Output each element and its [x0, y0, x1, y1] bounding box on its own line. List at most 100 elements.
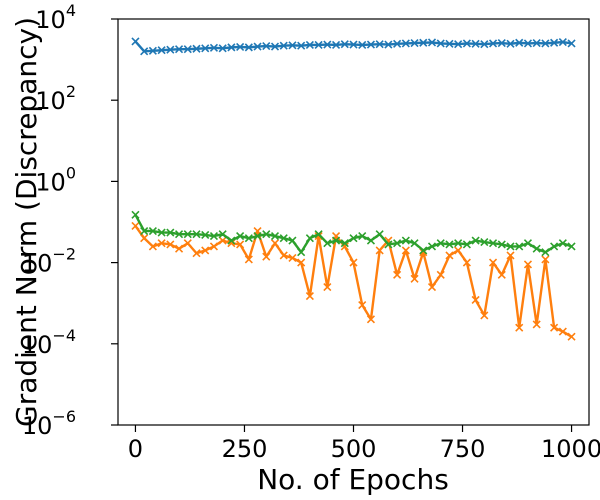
data-point	[462, 240, 471, 249]
data-point	[532, 244, 541, 253]
data-point	[201, 44, 210, 53]
data-point	[340, 40, 349, 49]
data-point	[349, 40, 358, 49]
data-point	[244, 43, 253, 52]
series-3	[131, 210, 576, 257]
data-point	[323, 239, 332, 248]
data-point	[410, 39, 419, 48]
data-point	[515, 323, 524, 332]
data-point	[375, 246, 384, 255]
data-point	[340, 239, 349, 248]
data-point	[305, 291, 314, 301]
data-point	[384, 240, 393, 249]
data-point	[340, 242, 349, 251]
data-point	[454, 246, 463, 255]
data-point	[244, 234, 253, 243]
data-point	[393, 39, 402, 48]
data-point	[515, 38, 524, 47]
data-point	[192, 44, 201, 53]
data-point	[131, 37, 140, 46]
data-point	[550, 38, 559, 47]
data-point	[183, 230, 192, 239]
data-point	[288, 236, 297, 245]
data-point	[288, 253, 297, 263]
data-point	[401, 236, 410, 245]
data-point	[183, 45, 192, 54]
data-point	[140, 234, 149, 243]
data-point	[523, 260, 533, 269]
data-point	[558, 239, 567, 248]
data-point	[358, 300, 367, 310]
data-point	[236, 42, 245, 52]
data-point	[358, 40, 367, 49]
data-point	[480, 238, 489, 247]
data-point	[157, 228, 166, 237]
data-point	[523, 239, 533, 248]
data-point	[480, 311, 489, 320]
x-tick-label: 750	[440, 435, 486, 463]
x-tick-label: 500	[331, 435, 377, 463]
data-point	[314, 232, 323, 241]
data-point	[201, 230, 210, 240]
data-point	[227, 43, 236, 52]
data-point	[201, 246, 210, 255]
data-point	[471, 39, 480, 48]
y-tick-label: 10−6	[22, 407, 76, 440]
data-point	[166, 240, 175, 249]
data-point	[262, 230, 271, 239]
data-point	[349, 258, 358, 267]
data-point	[506, 251, 515, 260]
data-point	[131, 221, 140, 231]
data-point	[148, 46, 157, 55]
data-point	[262, 42, 271, 51]
data-point	[366, 40, 376, 49]
data-point	[541, 255, 550, 264]
data-point	[166, 228, 175, 237]
data-point	[218, 236, 227, 245]
data-point	[436, 39, 445, 48]
data-point	[567, 332, 576, 341]
data-point	[279, 251, 288, 260]
data-point	[148, 226, 157, 236]
data-point	[209, 43, 219, 52]
plot-frame	[117, 18, 590, 426]
data-point	[314, 40, 323, 49]
data-point	[558, 38, 567, 47]
data-point	[209, 242, 219, 251]
data-point	[131, 210, 140, 219]
data-point	[497, 39, 506, 48]
series-line	[134, 40, 572, 53]
data-point	[541, 39, 550, 48]
data-point	[227, 239, 236, 248]
series-1	[131, 37, 576, 56]
data-point	[323, 282, 332, 292]
y-axis-label: Gradient Norm (Discrepancy)	[10, 17, 43, 427]
data-point	[323, 40, 332, 49]
y-tick-label: 102	[35, 82, 76, 115]
x-tick-label: 250	[222, 435, 268, 463]
data-point	[445, 251, 454, 260]
series-2	[131, 221, 576, 341]
data-point	[445, 240, 454, 249]
y-tick-label: 100	[35, 163, 76, 196]
data-point	[331, 40, 341, 49]
y-tick-label: 10−4	[22, 326, 76, 359]
data-point	[497, 240, 506, 249]
data-point	[506, 39, 515, 48]
data-point	[532, 320, 541, 329]
data-point	[174, 244, 184, 253]
data-point	[462, 39, 471, 48]
data-point	[488, 258, 498, 267]
data-point	[506, 242, 515, 251]
data-point	[480, 40, 489, 49]
data-point	[410, 239, 419, 248]
data-point	[375, 40, 384, 49]
data-point	[401, 39, 410, 48]
data-point	[550, 323, 559, 332]
data-point	[384, 40, 393, 49]
data-point	[227, 236, 236, 245]
data-point	[393, 270, 402, 279]
series-line	[134, 214, 572, 254]
data-point	[427, 38, 437, 47]
data-point	[471, 236, 480, 245]
